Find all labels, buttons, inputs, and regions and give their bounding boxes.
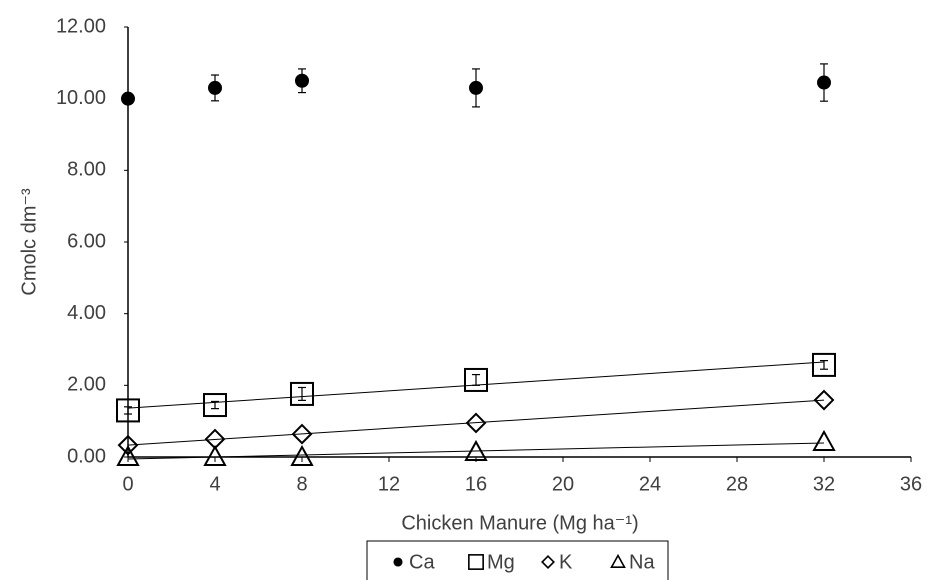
x-tick-label: 28 xyxy=(726,473,748,495)
error-bar xyxy=(124,406,132,415)
legend-marker xyxy=(393,557,403,567)
point xyxy=(117,434,139,456)
x-tick-label: 20 xyxy=(552,473,574,495)
x-tick-label: 4 xyxy=(209,473,220,495)
point xyxy=(813,389,835,411)
error-bar xyxy=(298,386,306,401)
point xyxy=(812,429,836,451)
legend-marker xyxy=(541,555,555,569)
x-axis-title: Chicken Manure (Mg ha⁻¹) xyxy=(401,512,638,534)
point xyxy=(203,444,227,466)
y-tick-label: 2.00 xyxy=(67,374,106,396)
point xyxy=(208,80,222,95)
x-tick-label: 8 xyxy=(296,473,307,495)
y-tick-label: 10.00 xyxy=(56,87,106,109)
legend-label: Mg xyxy=(487,551,515,573)
legend-marker xyxy=(610,553,626,569)
x-tick-label: 36 xyxy=(900,473,922,495)
legend-label: Na xyxy=(629,551,655,573)
error-bar xyxy=(820,360,828,370)
y-tick-label: 0.00 xyxy=(67,445,106,467)
point xyxy=(116,444,140,466)
legend-marker xyxy=(468,554,484,570)
point xyxy=(203,393,227,418)
point xyxy=(469,80,483,95)
error-bar xyxy=(211,400,219,410)
x-tick-label: 24 xyxy=(639,473,661,495)
point xyxy=(812,352,836,377)
point xyxy=(291,423,313,445)
trendline xyxy=(127,399,825,446)
error-bar xyxy=(472,373,480,386)
y-tick-label: 8.00 xyxy=(67,159,106,181)
y-tick-label: 12.00 xyxy=(56,15,106,37)
point xyxy=(817,75,831,90)
x-tick-label: 32 xyxy=(813,473,835,495)
trendline xyxy=(127,442,825,460)
x-tick-label: 16 xyxy=(465,473,487,495)
legend-box xyxy=(366,540,669,580)
y-tick-label: 4.00 xyxy=(67,302,106,324)
y-tick-label: 6.00 xyxy=(67,230,106,252)
point xyxy=(290,381,314,406)
x-tick-label: 12 xyxy=(378,473,400,495)
point xyxy=(290,444,314,466)
point xyxy=(116,398,140,423)
legend-label: Ca xyxy=(409,551,435,573)
point xyxy=(295,73,309,88)
legend-label: K xyxy=(559,551,573,573)
point xyxy=(465,412,487,434)
point xyxy=(121,91,135,106)
point xyxy=(464,439,488,461)
point xyxy=(464,367,488,392)
y-axis-title: Cmolc dm⁻³ xyxy=(18,188,40,296)
x-tick-label: 0 xyxy=(122,473,133,495)
